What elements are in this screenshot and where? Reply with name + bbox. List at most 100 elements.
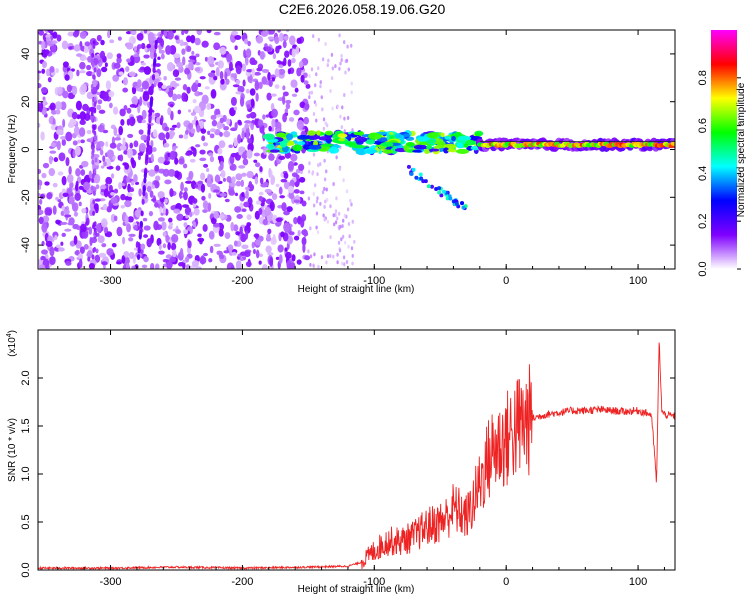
noise-blob (241, 172, 247, 177)
noise-blob (38, 40, 43, 45)
snr-series-line (38, 342, 675, 570)
branch-blob (426, 184, 431, 189)
noise-blob (206, 102, 212, 110)
noise-blob (125, 262, 130, 269)
noise-blob (148, 211, 154, 217)
noise-blob (61, 175, 67, 186)
noise-blob (158, 132, 166, 141)
noise-blob (227, 244, 234, 251)
noise-blob (107, 30, 111, 39)
streak-blob (93, 135, 97, 141)
noise-blob (173, 53, 181, 59)
noise-blob (94, 254, 101, 263)
noise-blob (108, 90, 115, 98)
noise-blob (203, 252, 208, 257)
noise-blob (112, 106, 119, 115)
noise-blob (58, 152, 66, 162)
noise-blob (173, 170, 180, 178)
noise-blob (315, 199, 319, 204)
noise-blob (270, 174, 276, 185)
noise-blob (213, 75, 218, 81)
noise-blob (155, 175, 161, 182)
noise-blob (168, 222, 174, 226)
noise-blob (326, 219, 330, 224)
x-tick-label: -200 (231, 576, 253, 588)
noise-blob (139, 96, 143, 106)
noise-blob (313, 83, 317, 88)
noise-blob (133, 54, 141, 64)
noise-blob (269, 256, 274, 267)
signal-blob (318, 136, 331, 141)
noise-blob (337, 240, 341, 245)
noise-blob (48, 155, 53, 165)
noise-blob (127, 216, 134, 223)
streak-blob (92, 199, 96, 205)
noise-blob (347, 222, 351, 227)
noise-blob (80, 169, 86, 176)
noise-blob (183, 187, 188, 193)
noise-blob (103, 188, 109, 198)
noise-blob (177, 213, 184, 220)
noise-blob (223, 250, 230, 254)
noise-blob (230, 264, 235, 269)
noise-blob (195, 144, 201, 148)
streak-blob (148, 115, 152, 122)
noise-blob (245, 48, 252, 59)
noise-blob (323, 158, 326, 163)
noise-blob (293, 217, 298, 225)
noise-blob (149, 50, 155, 59)
noise-blob (257, 119, 264, 127)
noise-blob (312, 191, 316, 196)
noise-blob (287, 185, 294, 194)
noise-blob (79, 119, 86, 126)
noise-blob (49, 102, 56, 112)
noise-blob (38, 168, 42, 175)
noise-blob (113, 137, 122, 141)
noise-blob (241, 244, 249, 250)
noise-blob (40, 131, 45, 141)
noise-blob (258, 260, 262, 265)
noise-blob (113, 215, 118, 222)
noise-blob (192, 197, 198, 204)
noise-blob (296, 259, 302, 265)
signal-blob (316, 130, 321, 136)
noise-blob (64, 228, 72, 232)
noise-blob (334, 64, 337, 69)
noise-blob (282, 113, 287, 123)
noise-blob (339, 61, 342, 66)
noise-blob (261, 264, 268, 269)
noise-blob (184, 129, 189, 135)
signal-blob (279, 141, 288, 148)
noise-blob (118, 182, 123, 190)
noise-blob (152, 147, 157, 152)
noise-blob (54, 234, 58, 241)
noise-blob (296, 37, 302, 44)
noise-blob (325, 169, 328, 174)
noise-blob (42, 215, 50, 223)
noise-blob (267, 228, 272, 235)
streak-blob (91, 254, 95, 260)
signal-blob (365, 139, 376, 145)
noise-blob (52, 118, 56, 127)
noise-blob (182, 229, 189, 235)
noise-blob (329, 235, 332, 240)
snr-x-ticks: -300 -200 -100 0 100 (57, 330, 665, 588)
noise-blob (140, 62, 147, 66)
noise-blob (194, 37, 201, 46)
noise-blob (79, 111, 86, 121)
noise-blob (122, 137, 126, 147)
noise-blob (48, 167, 56, 177)
noise-blob (276, 60, 282, 65)
branch-blob (437, 190, 442, 195)
noise-blob (93, 173, 101, 184)
noise-blob (170, 130, 176, 137)
signal-blob (324, 130, 334, 136)
noise-blob (241, 191, 245, 198)
noise-blob (139, 66, 146, 71)
noise-blob (342, 40, 346, 45)
noise-blob (193, 105, 201, 114)
noise-blob (153, 220, 159, 231)
noise-blob (138, 129, 144, 135)
noise-blob (290, 79, 298, 88)
noise-blob (345, 189, 349, 194)
